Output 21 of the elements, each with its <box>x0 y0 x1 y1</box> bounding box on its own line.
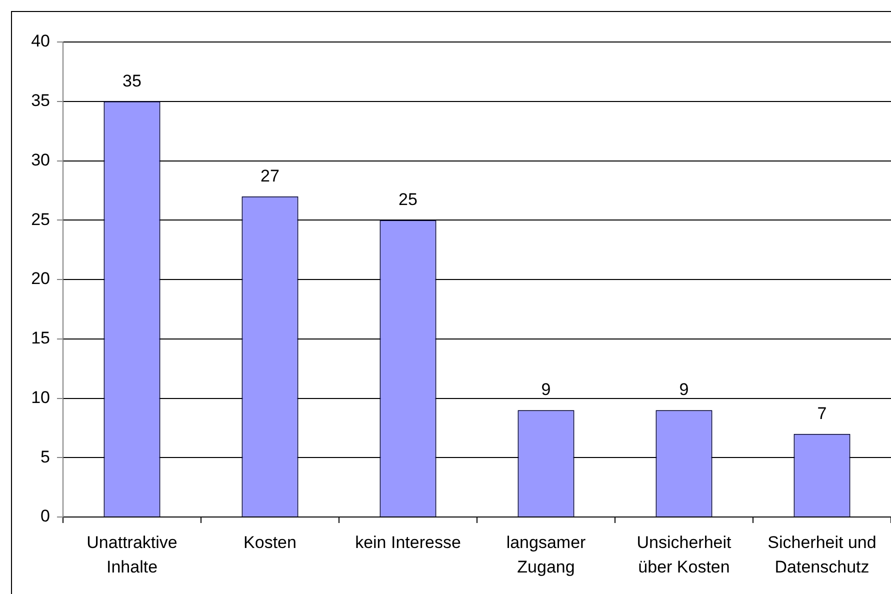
data-label: 27 <box>260 166 280 186</box>
y-tick-label: 25 <box>31 210 50 229</box>
y-tick-label: 20 <box>31 269 50 288</box>
y-tick-label: 10 <box>31 388 50 407</box>
x-tick-label: kein Interesse <box>355 533 461 552</box>
data-label: 7 <box>817 404 827 423</box>
y-tick-label: 0 <box>40 506 50 526</box>
data-label: 25 <box>398 190 418 210</box>
data-label: 9 <box>541 380 551 400</box>
x-tick-label: langsamer Zugang <box>506 533 586 577</box>
x-tick-label: Unattraktive Inhalte <box>86 533 178 577</box>
data-label: 9 <box>679 380 689 400</box>
data-label: 35 <box>122 71 142 90</box>
x-tick-label: Kosten <box>244 533 296 552</box>
y-tick-label: 5 <box>40 447 50 466</box>
y-tick-label: 40 <box>31 32 50 51</box>
x-tick-label: Unsicherheit über Kosten <box>636 533 732 577</box>
y-tick-label: 35 <box>31 91 50 110</box>
x-tick-label: Sicherheit und Datenschutz <box>768 533 876 577</box>
y-tick-label: 30 <box>31 150 50 170</box>
y-tick-label: 15 <box>31 328 50 348</box>
